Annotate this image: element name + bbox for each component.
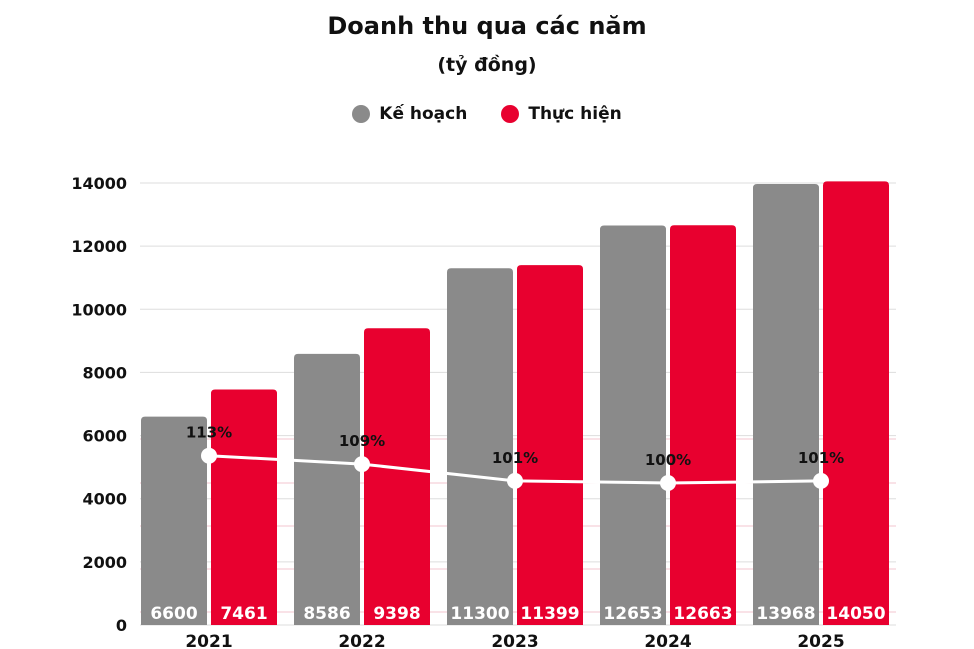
x-tick-label: 2021 bbox=[185, 632, 232, 649]
completion-point bbox=[507, 472, 523, 489]
bar-value-label: 9398 bbox=[373, 604, 420, 624]
completion-point bbox=[813, 472, 829, 489]
completion-label: 109% bbox=[339, 432, 385, 450]
bar-value-label: 14050 bbox=[826, 604, 885, 624]
bar-thuc-hien bbox=[364, 328, 430, 625]
legend-label: Kế hoạch bbox=[379, 104, 468, 124]
y-tick-label: 0 bbox=[116, 616, 127, 635]
bar-ke-hoach bbox=[141, 416, 207, 625]
legend-label: Thực hiện bbox=[528, 104, 622, 124]
bar-value-label: 7461 bbox=[220, 604, 267, 624]
bar-value-label: 11399 bbox=[520, 604, 579, 624]
x-tick-label: 2024 bbox=[644, 632, 691, 649]
y-tick-label: 4000 bbox=[82, 490, 127, 509]
bar-value-label: 13968 bbox=[756, 604, 815, 624]
completion-label: 101% bbox=[492, 449, 538, 467]
legend-swatch-gray bbox=[352, 105, 371, 123]
chart-subtitle: (tỷ đồng) bbox=[437, 54, 537, 76]
bar-value-label: 12653 bbox=[603, 604, 662, 624]
bar-thuc-hien bbox=[517, 265, 583, 625]
y-tick-label: 2000 bbox=[82, 553, 127, 572]
completion-point bbox=[660, 475, 676, 491]
bar-value-label: 6600 bbox=[150, 604, 197, 624]
bar-value-label: 11300 bbox=[450, 604, 509, 624]
y-tick-label: 8000 bbox=[82, 363, 127, 382]
x-tick-label: 2023 bbox=[491, 632, 538, 649]
completion-point bbox=[201, 447, 217, 464]
completion-label: 101% bbox=[798, 449, 844, 467]
legend-item-thuc-hien[interactable]: Thực hiện bbox=[501, 104, 622, 124]
y-tick-label: 6000 bbox=[82, 427, 127, 446]
bar-value-label: 12663 bbox=[673, 604, 732, 624]
bar-ke-hoach bbox=[600, 225, 666, 625]
bar-thuc-hien bbox=[670, 225, 736, 625]
bar-thuc-hien bbox=[211, 389, 277, 625]
chart-title: Doanh thu qua các năm bbox=[327, 12, 647, 40]
x-tick-label: 2022 bbox=[338, 632, 385, 649]
completion-label: 113% bbox=[186, 424, 232, 442]
bar-ke-hoach bbox=[753, 184, 819, 625]
y-tick-label: 12000 bbox=[71, 237, 127, 256]
bar-ke-hoach bbox=[447, 268, 513, 625]
y-tick-label: 10000 bbox=[71, 300, 127, 319]
legend: Kế hoạch Thực hiện bbox=[0, 104, 974, 124]
completion-point bbox=[354, 456, 370, 473]
y-tick-label: 14000 bbox=[71, 174, 127, 193]
bar-ke-hoach bbox=[294, 353, 360, 625]
legend-item-ke-hoach[interactable]: Kế hoạch bbox=[352, 104, 467, 124]
x-tick-label: 2025 bbox=[797, 632, 844, 649]
legend-swatch-red bbox=[501, 105, 520, 123]
bar-thuc-hien bbox=[823, 181, 889, 625]
completion-label: 100% bbox=[645, 451, 691, 469]
bar-value-label: 8586 bbox=[303, 604, 350, 624]
